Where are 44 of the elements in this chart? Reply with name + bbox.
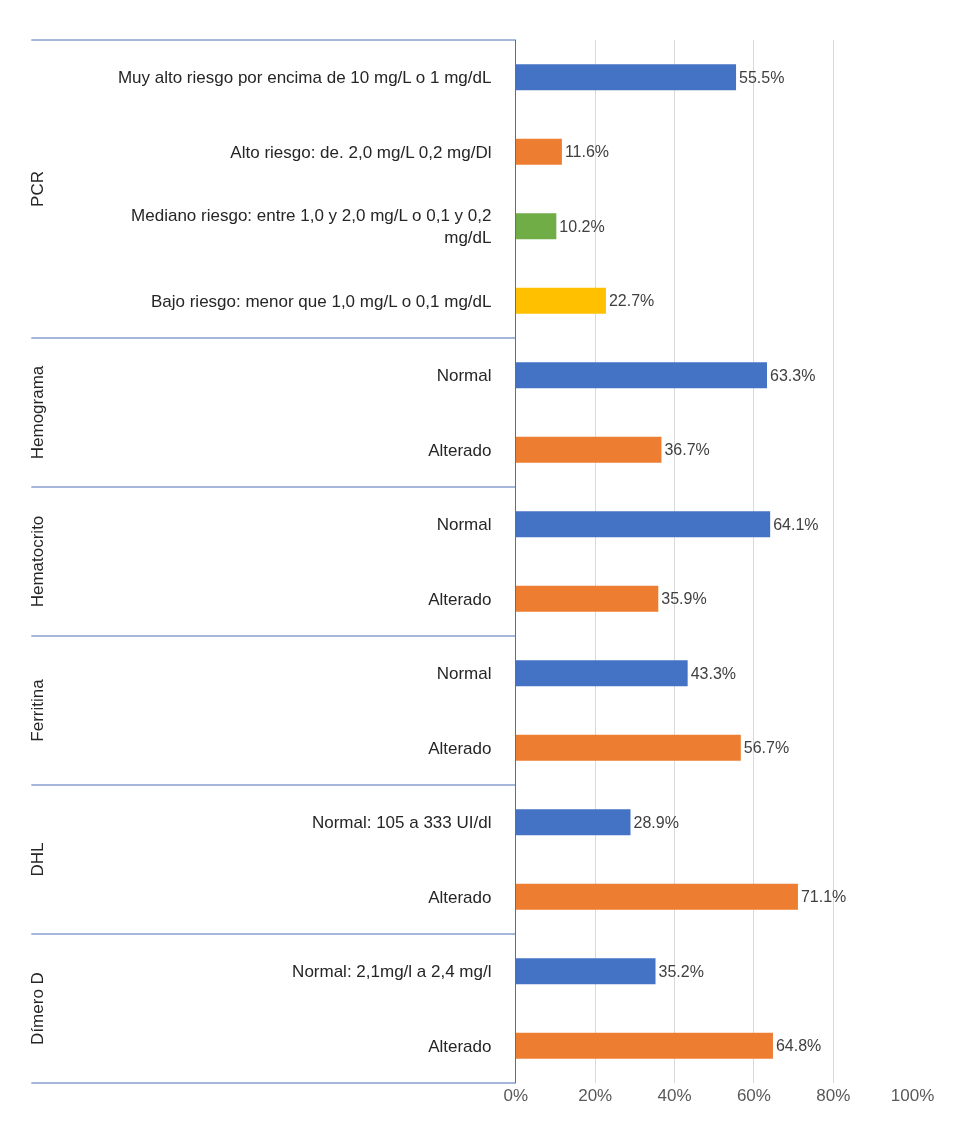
data-label: 43.3% [690, 664, 737, 682]
x-tick-label: 40% [657, 1086, 692, 1105]
x-tick-label: 60% [736, 1086, 771, 1105]
data-label: 35.9% [661, 590, 707, 608]
y-tick-label: Bajo riesgo: menor que 1,0 mg/L o 0,1 mg/dL [150, 291, 492, 311]
y-tick-label: Muy alto riesgo por encima de 10 mg/L o 1 mg/dL [117, 68, 492, 88]
y-tick-label: Normal: 105 a 333 UI/dl [311, 813, 492, 833]
data-label: 10.2% [559, 217, 605, 235]
y-axis-title: PCR [28, 171, 47, 207]
y-tick-label: Normal [436, 515, 492, 535]
data-label: 35.2% [658, 962, 704, 980]
y-axis-title: DHL [28, 842, 47, 877]
data-label: 71.1% [800, 888, 847, 906]
x-tick-label: 100% [890, 1086, 935, 1105]
x-tick-label: 20% [578, 1086, 613, 1105]
data-label: 22.7% [608, 292, 655, 310]
data-label: 55.5% [739, 68, 785, 86]
y-axis-title: Dímero D [28, 972, 47, 1045]
y-tick-label: Alterado [428, 1036, 492, 1056]
y-tick-label: Normal [436, 366, 492, 386]
data-label: 36.7% [664, 441, 710, 459]
y-tick-label: Alterado [428, 440, 492, 460]
y-tick-label: Alterado [428, 589, 492, 609]
y-axis-title: Hemograma [28, 365, 47, 460]
bar [515, 138, 562, 165]
y-tick-label: Normal: 2,1mg/l a 2,4 mg/l [292, 962, 492, 982]
x-tick-label: 0% [503, 1086, 529, 1105]
data-label: 28.9% [633, 813, 679, 831]
data-label: 11.6% [564, 143, 610, 161]
bar [515, 287, 606, 314]
y-tick-label: Alterado [428, 738, 492, 758]
y-tick-label: Mediano riesgo: entre 1,0 y 2,0 mg/L o 0,1 y 0,2 mg/dL [131, 206, 492, 248]
y-tick-label: Alto riesgo: de. 2,0 mg/L 0,2 mg/Dl [230, 142, 492, 162]
y-axis-title: Ferritina [28, 678, 47, 742]
x-tick-label: 80% [816, 1086, 851, 1105]
data-label: 56.7% [743, 739, 790, 757]
data-label: 64.8% [775, 1037, 822, 1055]
y-tick-label: Alterado [428, 887, 492, 907]
y-tick-label: Normal [436, 664, 492, 684]
bar [515, 64, 737, 91]
data-label: 64.1% [773, 515, 819, 533]
data-label: 63.3% [770, 366, 816, 384]
bar [515, 213, 557, 240]
y-axis-title: Hematocrito [28, 515, 47, 608]
